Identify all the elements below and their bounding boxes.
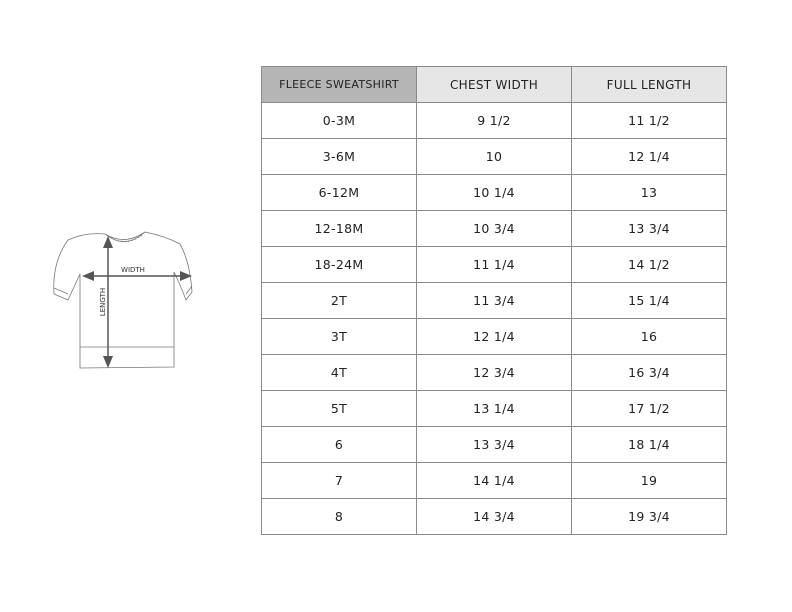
chest-width-cell: 12 3/4 (416, 354, 572, 391)
chest-width-cell: 13 1/4 (416, 390, 572, 427)
full-length-cell: 15 1/4 (571, 282, 727, 319)
table-row: 12-18M 10 3/4 13 3/4 (261, 210, 727, 247)
table-row: 0-3M 9 1/2 11 1/2 (261, 102, 727, 139)
chest-width-cell: 11 3/4 (416, 282, 572, 319)
header-chest-width: CHEST WIDTH (416, 66, 572, 103)
table-row: 3-6M 10 12 1/4 (261, 138, 727, 175)
full-length-cell: 19 3/4 (571, 498, 727, 535)
table-row: 4T 12 3/4 16 3/4 (261, 354, 727, 391)
table-row: 18-24M 11 1/4 14 1/2 (261, 246, 727, 283)
chest-width-cell: 12 1/4 (416, 318, 572, 355)
size-cell: 4T (261, 354, 417, 391)
full-length-cell: 12 1/4 (571, 138, 727, 175)
chest-width-cell: 10 1/4 (416, 174, 572, 211)
full-length-cell: 17 1/2 (571, 390, 727, 427)
header-full-length: FULL LENGTH (571, 66, 727, 103)
size-cell: 0-3M (261, 102, 417, 139)
sweatshirt-body (53, 231, 193, 369)
chest-width-cell: 9 1/2 (416, 102, 572, 139)
chest-width-cell: 10 3/4 (416, 210, 572, 247)
table-row: 6 13 3/4 18 1/4 (261, 426, 727, 463)
size-cell: 2T (261, 282, 417, 319)
full-length-cell: 14 1/2 (571, 246, 727, 283)
full-length-cell: 13 (571, 174, 727, 211)
size-cell: 6-12M (261, 174, 417, 211)
header-fleece-sweatshirt: FLEECE SWEATSHIRT (261, 66, 417, 103)
chest-width-cell: 14 1/4 (416, 462, 572, 499)
table-row: 2T 11 3/4 15 1/4 (261, 282, 727, 319)
length-label: LENGTH (99, 288, 107, 316)
header-row: FLEECE SWEATSHIRT CHEST WIDTH FULL LENGT… (261, 66, 727, 103)
size-cell: 6 (261, 426, 417, 463)
full-length-cell: 13 3/4 (571, 210, 727, 247)
table-row: 3T 12 1/4 16 (261, 318, 727, 355)
table-row: 8 14 3/4 19 3/4 (261, 498, 727, 535)
size-cell: 3-6M (261, 138, 417, 175)
full-length-cell: 19 (571, 462, 727, 499)
size-cell: 7 (261, 462, 417, 499)
table-row: 7 14 1/4 19 (261, 462, 727, 499)
size-cell: 12-18M (261, 210, 417, 247)
sweatshirt-illustration: WIDTH LENGTH (53, 231, 193, 369)
full-length-cell: 11 1/2 (571, 102, 727, 139)
table-row: 5T 13 1/4 17 1/2 (261, 390, 727, 427)
full-length-cell: 16 3/4 (571, 354, 727, 391)
size-cell: 5T (261, 390, 417, 427)
size-cell: 18-24M (261, 246, 417, 283)
size-cell: 3T (261, 318, 417, 355)
chest-width-cell: 11 1/4 (416, 246, 572, 283)
chest-width-cell: 13 3/4 (416, 426, 572, 463)
size-cell: 8 (261, 498, 417, 535)
chest-width-cell: 14 3/4 (416, 498, 572, 535)
full-length-cell: 18 1/4 (571, 426, 727, 463)
full-length-cell: 16 (571, 318, 727, 355)
size-chart-table: FLEECE SWEATSHIRT CHEST WIDTH FULL LENGT… (261, 66, 727, 535)
width-label: WIDTH (121, 266, 145, 274)
chest-width-cell: 10 (416, 138, 572, 175)
table-row: 6-12M 10 1/4 13 (261, 174, 727, 211)
